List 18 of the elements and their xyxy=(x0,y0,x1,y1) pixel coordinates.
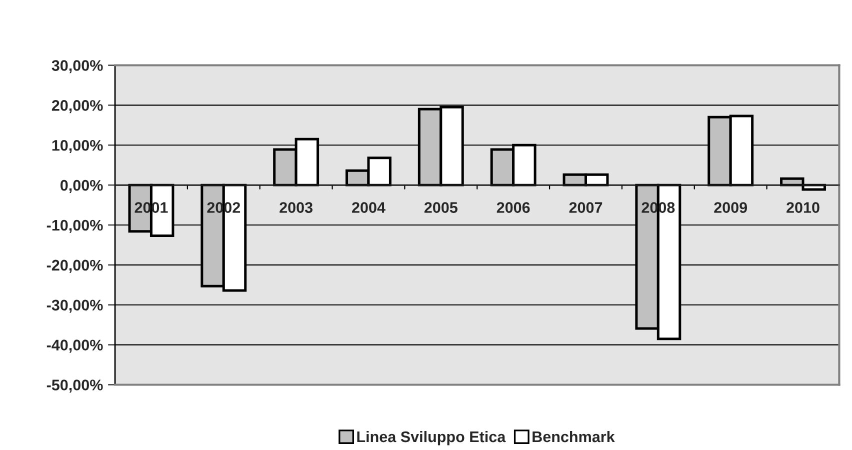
x-tick-label: 2003 xyxy=(280,202,313,213)
y-tick-label: 10,00% xyxy=(52,140,103,154)
x-tick-label: 2006 xyxy=(496,202,530,213)
y-tick-label: 20,00% xyxy=(52,100,103,114)
y-tick-label: -20,00% xyxy=(46,260,103,273)
y-tick-label: 0,00% xyxy=(60,180,103,193)
y-tick-label: -30,00% xyxy=(46,300,103,313)
y-tick-label: -40,00% xyxy=(46,340,103,353)
x-tick-label: 2009 xyxy=(714,202,748,213)
legend-label: Linea Sviluppo Etica xyxy=(357,430,506,446)
x-tick-label: 2010 xyxy=(786,202,820,213)
y-tick-label: -10,00% xyxy=(46,220,103,233)
legend-label: Benchmark xyxy=(532,430,615,442)
x-tick-label: 2005 xyxy=(424,202,458,213)
y-tick-label: 30,00% xyxy=(52,60,103,74)
x-tick-label: 2004 xyxy=(352,202,386,213)
x-tick-label: 2007 xyxy=(569,202,602,213)
y-tick-label: -50,00% xyxy=(46,380,103,393)
